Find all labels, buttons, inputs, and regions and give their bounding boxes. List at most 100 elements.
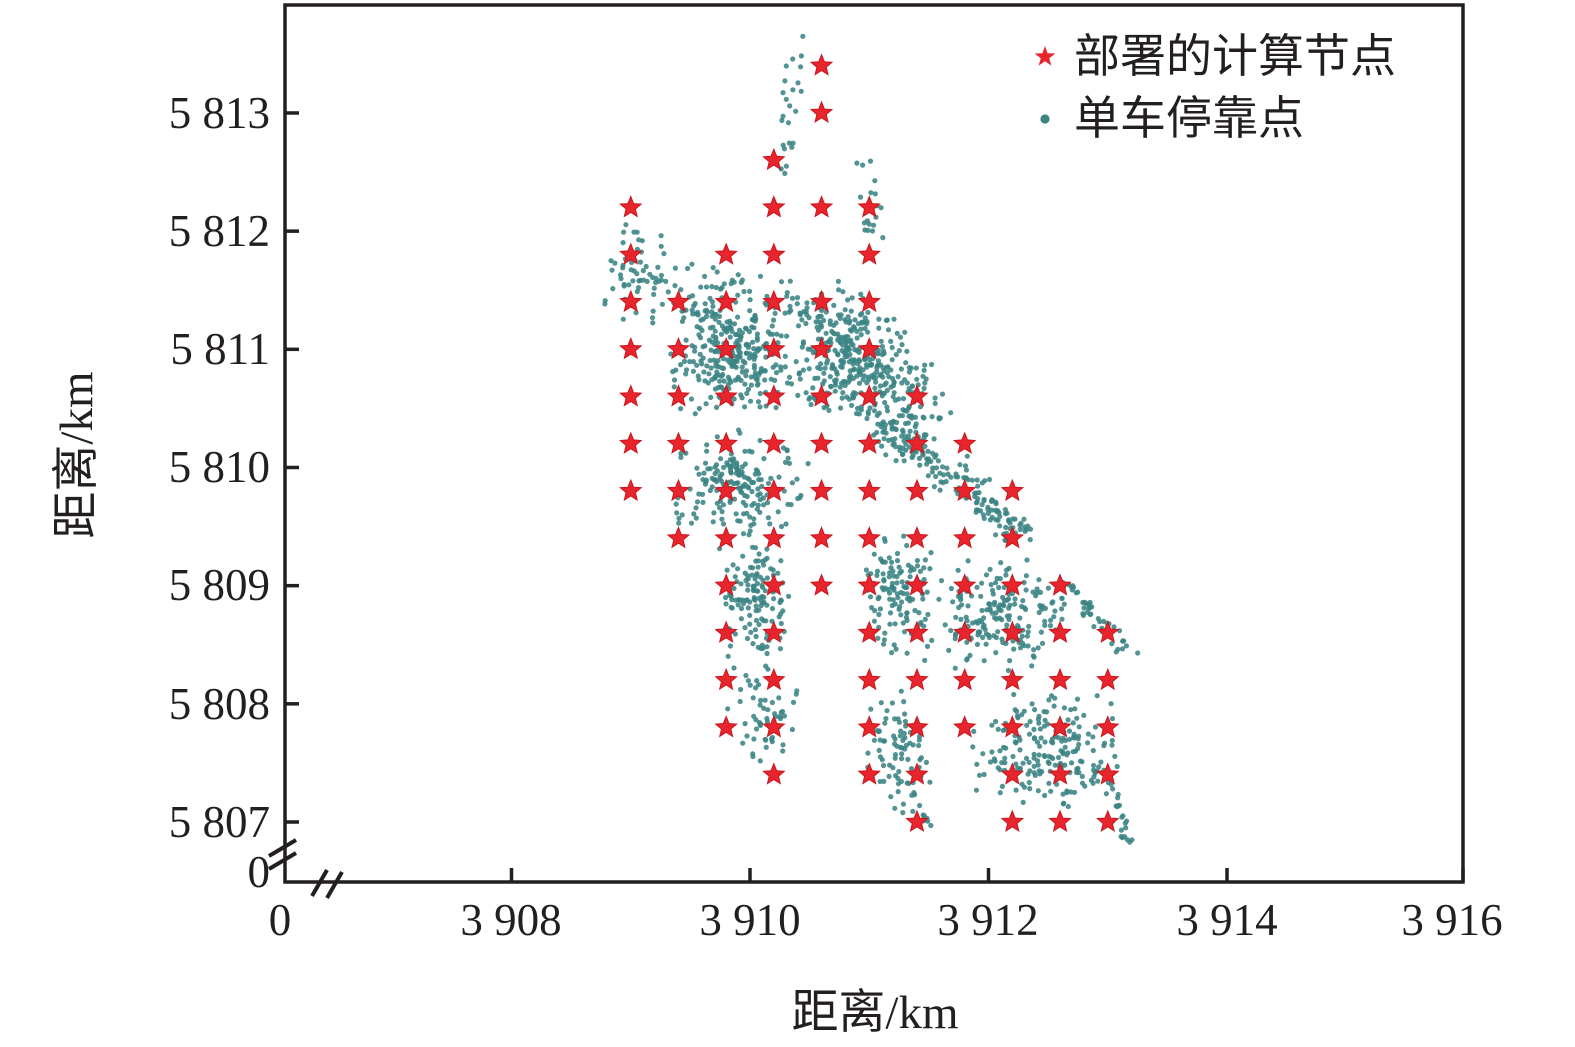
- bike-dock-point-marker: [895, 789, 901, 795]
- bike-dock-point-marker: [983, 641, 989, 647]
- bike-dock-point-marker: [709, 299, 716, 305]
- bike-dock-point-marker: [780, 142, 786, 148]
- bike-dock-point-marker: [905, 756, 911, 763]
- bike-dock-point-marker: [751, 365, 758, 371]
- bike-dock-point-marker: [992, 758, 998, 764]
- bike-dock-point-marker: [995, 629, 1001, 635]
- bike-dock-point-marker: [1124, 837, 1130, 843]
- bike-dock-point-marker: [997, 513, 1003, 520]
- y-tick-label: 5 810: [168, 442, 270, 492]
- bike-dock-point-marker: [964, 656, 970, 662]
- bike-dock-point-marker: [899, 413, 906, 419]
- bike-dock-point-marker: [773, 370, 780, 376]
- bike-dock-point-marker: [637, 259, 644, 265]
- bike-dock-point-marker: [1031, 736, 1037, 742]
- bike-dock-point-marker: [1045, 759, 1051, 765]
- bike-dock-point-marker: [752, 353, 758, 360]
- deployed-node-star-marker: [666, 478, 691, 502]
- bike-dock-point-marker: [901, 699, 907, 705]
- bike-dock-point-marker: [851, 394, 857, 400]
- bike-dock-point-marker: [748, 382, 755, 388]
- bike-dock-point-marker: [717, 546, 723, 552]
- deployed-node-star-marker: [1096, 809, 1120, 832]
- bike-dock-point-marker: [1051, 703, 1057, 709]
- bike-dock-point-marker: [923, 759, 930, 766]
- bike-dock-point-marker: [921, 565, 927, 571]
- bike-dock-point-marker: [854, 373, 860, 379]
- bike-dock-point-marker: [876, 747, 882, 754]
- bike-dock-point-marker: [889, 344, 895, 351]
- bike-dock-point-marker: [881, 577, 887, 583]
- deployed-node-star-marker: [619, 384, 643, 407]
- bike-dock-point-marker: [939, 391, 946, 397]
- bike-dock-point-marker: [861, 373, 867, 379]
- bike-dock-point-marker: [1046, 780, 1052, 786]
- bike-dock-point-marker: [871, 551, 877, 557]
- bike-dock-point-marker: [609, 267, 615, 273]
- bike-dock-point-marker: [867, 405, 873, 411]
- deployed-node-star-marker: [952, 431, 977, 454]
- bike-dock-point-marker: [892, 621, 898, 627]
- bike-dock-point-marker: [1025, 643, 1031, 649]
- deployed-node-star-marker: [905, 384, 929, 407]
- bike-dock-point-marker: [768, 566, 774, 572]
- bike-dock-point-marker: [1031, 770, 1037, 776]
- legend-label-deployed-nodes: 部署的计算节点: [1074, 31, 1396, 82]
- bike-dock-point-marker: [902, 585, 909, 591]
- bike-dock-point-marker: [887, 621, 893, 627]
- bike-dock-point-marker: [892, 805, 898, 811]
- deployed-node-star-marker: [1000, 526, 1025, 549]
- deployed-node-star-marker: [619, 195, 643, 218]
- bike-dock-point-marker: [845, 297, 851, 303]
- bike-dock-point-marker: [930, 465, 936, 471]
- bike-dock-point-marker: [743, 373, 749, 379]
- bike-dock-point-marker: [872, 178, 878, 184]
- bike-dock-point-marker: [858, 291, 864, 297]
- bike-dock-point-marker: [671, 377, 678, 383]
- deployed-node-star-marker: [714, 384, 738, 407]
- bike-dock-point-marker: [995, 765, 1001, 771]
- bike-dock-point-marker: [790, 56, 796, 62]
- bike-dock-point-marker: [704, 448, 710, 454]
- bike-dock-point-marker: [745, 587, 751, 593]
- bike-dock-point-marker: [890, 568, 896, 574]
- bike-dock-point-marker: [639, 238, 645, 244]
- bike-dock-point-marker: [715, 372, 721, 378]
- bike-dock-point-marker: [1027, 718, 1033, 725]
- bike-dock-point-marker: [743, 325, 749, 331]
- bike-dock-point-marker: [799, 317, 805, 323]
- bike-dock-point-marker: [875, 358, 882, 364]
- bike-dock-point-marker: [1046, 697, 1052, 703]
- bike-dock-point-marker: [714, 404, 720, 410]
- bike-dock-point-marker: [864, 415, 870, 422]
- bike-dock-point-marker: [957, 462, 963, 468]
- bike-dock-point-marker: [691, 511, 697, 517]
- bike-dock-point-marker: [789, 295, 796, 301]
- deployed-node-star-marker: [762, 573, 786, 596]
- bike-dock-point-marker: [776, 614, 782, 620]
- bike-dock-point-marker: [743, 368, 750, 374]
- bike-dock-point-marker: [829, 365, 835, 371]
- deployed-node-star-marker: [619, 242, 643, 265]
- bike-dock-point-marker: [942, 622, 948, 628]
- bike-dock-point-marker: [899, 756, 905, 762]
- bike-dock-point-marker: [1034, 586, 1040, 592]
- bike-dock-point-marker: [1015, 715, 1021, 721]
- bike-dock-point-marker: [797, 376, 803, 382]
- bike-dock-point-marker: [881, 738, 888, 744]
- bike-dock-point-marker: [795, 80, 801, 86]
- bike-dock-point-marker: [928, 458, 934, 464]
- bike-dock-point-marker: [835, 278, 842, 284]
- bike-dock-point-marker: [780, 113, 786, 119]
- deployed-node-star-marker: [1048, 809, 1072, 832]
- bike-dock-point-marker: [800, 367, 807, 373]
- bike-dock-point-marker: [1031, 726, 1037, 733]
- bike-dock-point-marker: [834, 369, 840, 375]
- bike-dock-point-marker: [778, 709, 784, 716]
- bike-dock-point-marker: [789, 144, 795, 150]
- x-axis-break-mark: [310, 869, 329, 897]
- bike-dock-point-marker: [1052, 608, 1058, 614]
- bike-dock-point-marker: [743, 502, 749, 508]
- bike-dock-point-marker: [692, 348, 698, 354]
- bike-dock-point-marker: [719, 478, 725, 484]
